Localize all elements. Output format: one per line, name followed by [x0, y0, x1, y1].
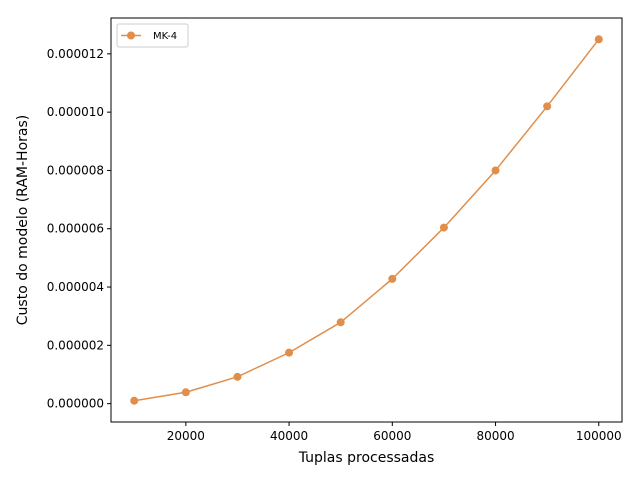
- x-axis: 20000 40000 60000 80000 100000: [167, 422, 622, 443]
- data-point: [491, 166, 500, 175]
- data-point: [233, 372, 242, 381]
- y-axis-label: Custo do modelo (RAM-Horas): [15, 115, 31, 325]
- data-point: [285, 348, 294, 357]
- y-axis: 0.000000 0.000002 0.000004 0.000006 0.000008…: [47, 47, 111, 411]
- y-tick-label: 0.000006: [47, 222, 104, 236]
- y-tick-label: 0.000000: [47, 397, 104, 411]
- data-point: [439, 223, 448, 232]
- x-axis-label: Tuplas processadas: [298, 450, 435, 466]
- series-line-mk-4: [134, 38, 600, 402]
- data-point: [594, 35, 603, 44]
- data-point: [130, 396, 139, 405]
- y-tick-label: 0.000004: [47, 280, 104, 294]
- series-layer: [130, 35, 603, 405]
- x-tick-label: 20000: [167, 429, 205, 443]
- x-tick-label: 60000: [373, 429, 411, 443]
- y-tick-label: 0.000008: [47, 163, 104, 177]
- x-tick-label: 40000: [270, 429, 308, 443]
- data-point: [543, 102, 552, 111]
- data-point: [388, 274, 397, 283]
- y-tick-label: 0.000010: [47, 105, 104, 119]
- plot-frame: [110, 17, 623, 423]
- legend-entry: MK-4: [153, 31, 177, 42]
- y-tick-label: 0.000002: [47, 338, 104, 352]
- x-tick-label: 80000: [476, 429, 514, 443]
- x-tick-label: 100000: [576, 429, 622, 443]
- data-point: [336, 318, 345, 327]
- data-point: [181, 388, 190, 397]
- legend-marker: [127, 31, 135, 40]
- legend-box: [116, 23, 189, 48]
- y-tick-label: 0.000012: [47, 47, 104, 61]
- legend: MK-4: [116, 23, 189, 48]
